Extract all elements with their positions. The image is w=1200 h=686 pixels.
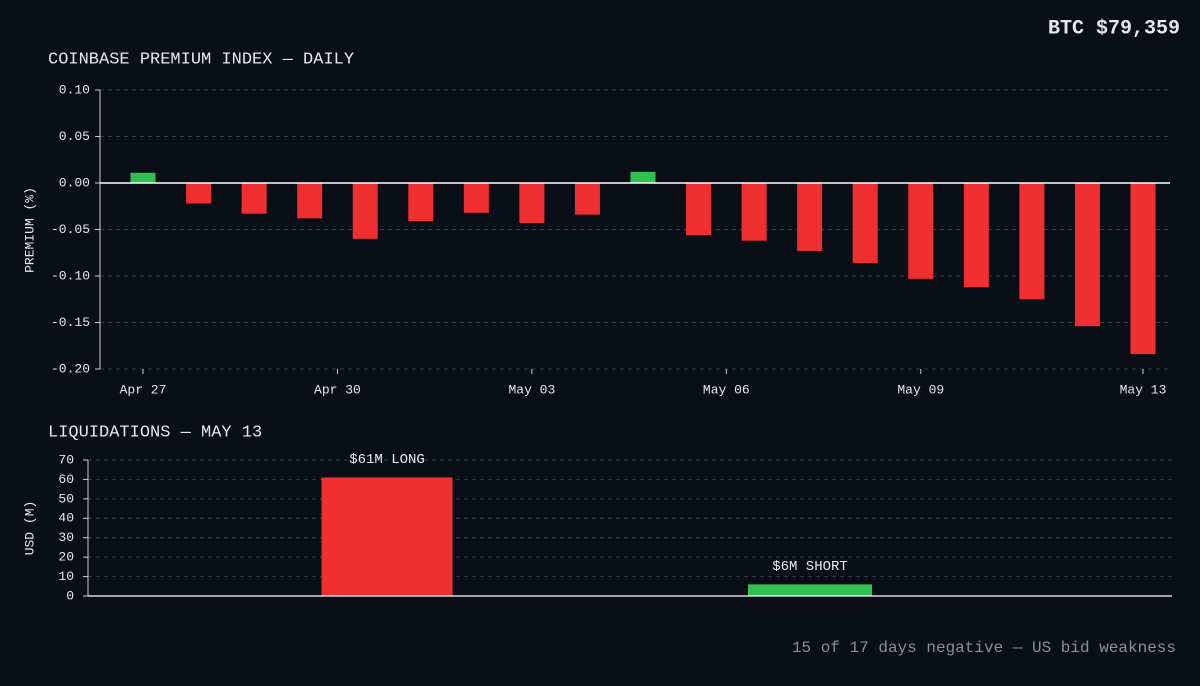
bar xyxy=(741,183,767,241)
bar xyxy=(241,183,267,214)
bar xyxy=(852,183,878,263)
bar xyxy=(408,183,434,222)
bar xyxy=(186,183,212,204)
y-axis-label: PREMIUM (%) xyxy=(22,187,37,273)
x-tick-label: May 03 xyxy=(508,382,555,397)
chart-title: COINBASE PREMIUM INDEX — DAILY xyxy=(48,50,354,69)
x-tick-label: May 13 xyxy=(1120,382,1167,397)
bar xyxy=(748,584,872,596)
y-axis-label: USD (M) xyxy=(22,501,37,556)
bar xyxy=(321,477,453,596)
y-tick-label: -0.20 xyxy=(51,361,90,376)
bar xyxy=(686,183,712,236)
x-tick-label: Apr 30 xyxy=(314,382,361,397)
y-tick-label: -0.10 xyxy=(51,268,90,283)
chart-title: LIQUIDATIONS — MAY 13 xyxy=(48,423,262,442)
data-label: $6M SHORT xyxy=(772,559,848,575)
bar xyxy=(297,183,323,219)
y-tick-label: 0.05 xyxy=(59,129,90,144)
bar xyxy=(797,183,823,251)
btc-price: BTC $79,359 xyxy=(1048,17,1180,40)
y-tick-label: 40 xyxy=(58,511,74,526)
y-tick-label: 30 xyxy=(58,530,74,545)
y-tick-label: -0.05 xyxy=(51,222,90,237)
y-tick-label: 20 xyxy=(58,550,74,565)
bar xyxy=(1074,183,1100,327)
x-tick-label: May 06 xyxy=(703,382,750,397)
bar xyxy=(130,172,156,183)
footer-note: 15 of 17 days negative — US bid weakness xyxy=(792,639,1176,657)
x-tick-label: Apr 27 xyxy=(120,382,167,397)
bar xyxy=(1019,183,1045,300)
bar xyxy=(519,183,545,223)
bar xyxy=(574,183,600,215)
bar xyxy=(1130,183,1156,355)
y-tick-label: 60 xyxy=(58,472,74,487)
y-tick-label: 70 xyxy=(58,452,74,467)
y-tick-label: 0.10 xyxy=(59,82,90,97)
x-tick-label: May 09 xyxy=(897,382,944,397)
bar xyxy=(908,183,934,279)
bar xyxy=(630,171,656,183)
bar xyxy=(463,183,489,213)
bar xyxy=(352,183,378,239)
y-tick-label: 0 xyxy=(66,588,74,603)
y-tick-label: 50 xyxy=(58,491,74,506)
y-tick-label: -0.15 xyxy=(51,315,90,330)
y-tick-label: 0.00 xyxy=(59,175,90,190)
data-label: $61M LONG xyxy=(349,452,425,468)
y-tick-label: 10 xyxy=(58,569,74,584)
bar xyxy=(963,183,989,288)
